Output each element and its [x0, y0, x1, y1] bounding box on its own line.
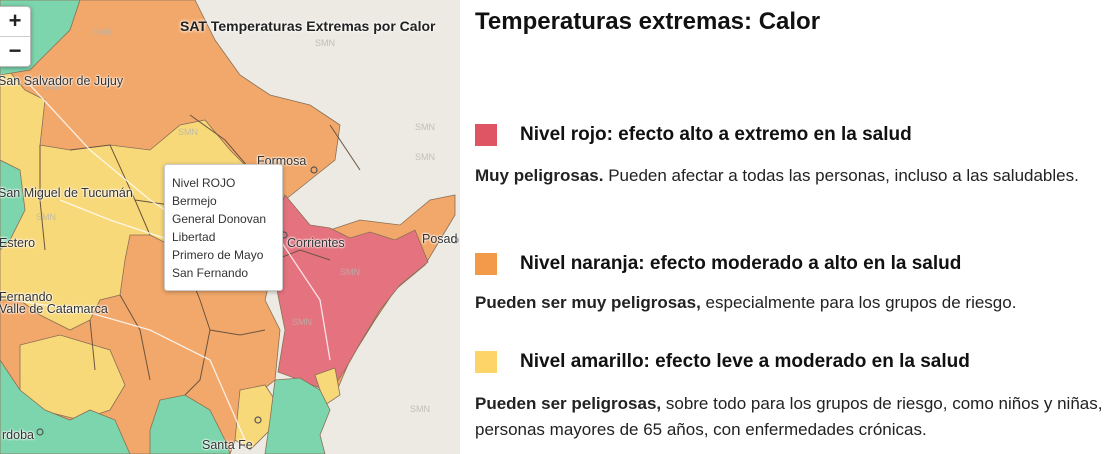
watermark-6: SMN — [415, 152, 435, 162]
red-zone-chaco-corrientes[interactable] — [269, 194, 429, 393]
green-zone-southeast[interactable] — [264, 377, 331, 454]
map-title: SAT Temperaturas Extremas por Calor — [180, 18, 436, 34]
popup-line: General Donovan — [172, 212, 267, 226]
city-label-estero: Estero — [0, 236, 36, 250]
watermark-10: SMN — [292, 317, 312, 327]
popup-line: Nivel ROJO — [172, 176, 236, 190]
province-borders — [39, 114, 361, 396]
watermark-7: SMN — [36, 212, 56, 222]
watermark-1: SMN — [92, 27, 112, 37]
popup-line: Libertad — [172, 230, 216, 244]
green-zone-southwest[interactable] — [0, 359, 131, 454]
level-yellow-desc-text: sobre todo para los grupos de riesgo, co… — [475, 394, 1103, 439]
city-label-posadas: Posad — [422, 232, 458, 246]
city-label-jujuy: San Salvador de Jujuy — [0, 74, 124, 88]
red-swatch — [475, 124, 497, 146]
city-label-corrientes: Corrientes — [287, 236, 345, 250]
level-orange-description: Pueden ser muy peligrosas, especialmente… — [475, 290, 1115, 316]
yellow-swatch — [475, 351, 497, 373]
city-marker-posadas — [451, 236, 459, 244]
city-label-santafe: Santa Fe — [202, 438, 253, 452]
watermark-3: SMN — [42, 82, 62, 92]
watermark-5: SMN — [415, 122, 435, 132]
level-orange-title: Nivel naranja: efecto moderado a alto en… — [520, 253, 962, 274]
city-label-cordoba: rdoba — [2, 428, 34, 442]
zoom-in-button[interactable]: + — [8, 8, 22, 33]
zoom-control: + − — [0, 6, 31, 67]
popup-line: Bermejo — [172, 194, 217, 208]
level-orange-header: Nivel naranja: efecto moderado a alto en… — [475, 253, 961, 275]
city-marker-santafe — [254, 416, 262, 424]
city-label-catamarca: Valle de Catamarca — [0, 302, 108, 316]
city-label-fernando: Fernando — [0, 290, 53, 304]
alert-map[interactable]: SMN SMN SMN SMN SMN SMN SMN SMN SMN SMN … — [0, 0, 460, 454]
watermark-8: SMN — [340, 267, 360, 277]
page-title: Temperaturas extremas: Calor — [475, 8, 821, 35]
level-red-desc-bold: Muy peligrosas. — [475, 166, 604, 185]
city-label-tucuman: San Miguel de Tucumán — [0, 186, 133, 200]
level-red-desc-text: Pueden afectar a todas las personas, inc… — [603, 166, 1079, 185]
popup-line: San Fernando — [172, 266, 249, 280]
level-orange-desc-bold: Pueden ser muy peligrosas, — [475, 293, 701, 312]
city-marker-cordoba — [36, 428, 44, 436]
level-yellow-description: Pueden ser peligrosas, sobre todo para l… — [475, 391, 1115, 443]
level-red-title: Nivel rojo: efecto alto a extremo en la … — [520, 124, 912, 145]
legend-panel: Temperaturas extremas: Calor Nivel rojo:… — [475, 0, 1115, 454]
level-orange-desc-text: especialmente para los grupos de riesgo. — [700, 293, 1017, 312]
level-red-header: Nivel rojo: efecto alto a extremo en la … — [475, 124, 912, 146]
level-red-description: Muy peligrosas. Pueden afectar a todas l… — [475, 163, 1115, 189]
watermark-4: SMN — [178, 127, 198, 137]
orange-swatch — [475, 253, 497, 275]
city-marker-formosa — [310, 166, 318, 174]
green-zone-south[interactable] — [149, 394, 231, 454]
zoom-out-button[interactable]: − — [0, 36, 30, 66]
level-yellow-header: Nivel amarillo: efecto leve a moderado e… — [475, 351, 970, 373]
region-popup: Nivel ROJO Bermejo General Donovan Liber… — [164, 164, 283, 291]
green-zone-west[interactable] — [0, 159, 26, 251]
level-yellow-title: Nivel amarillo: efecto leve a moderado e… — [520, 351, 970, 372]
watermark-9: SMN — [410, 404, 430, 414]
watermark-2: SMN — [315, 38, 335, 48]
level-yellow-desc-bold: Pueden ser peligrosas, — [475, 394, 662, 413]
roads — [9, 84, 331, 441]
popup-line: Primero de Mayo — [172, 248, 264, 262]
